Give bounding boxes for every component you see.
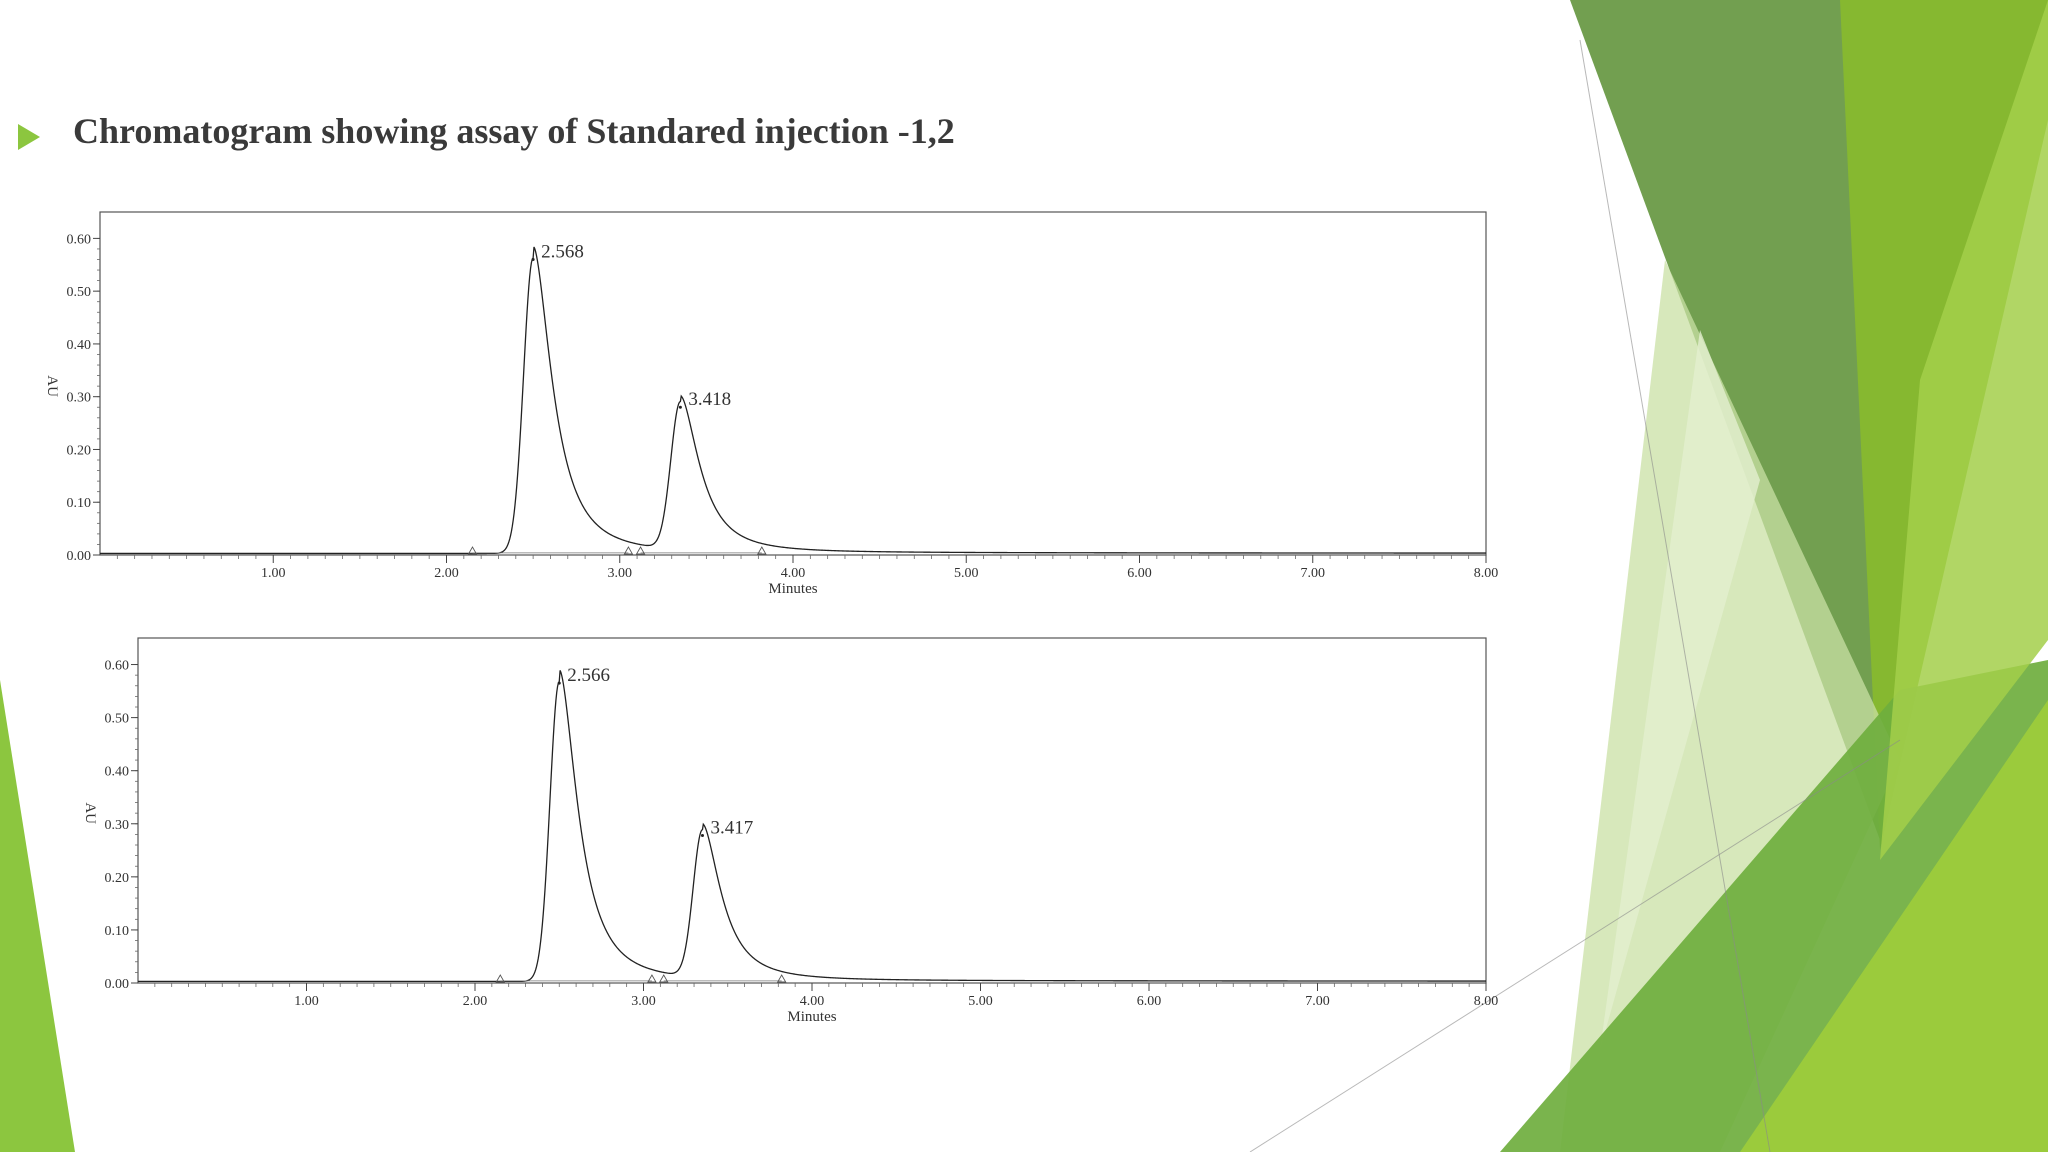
x-tick-label: 7.00 bbox=[1301, 566, 1326, 581]
y-tick-label: 0.40 bbox=[105, 765, 130, 780]
plot-frame bbox=[99, 211, 1487, 556]
x-axis-title: Minutes bbox=[787, 1009, 836, 1025]
peak-label: 2.566 bbox=[567, 665, 610, 686]
deco-thin-line-2 bbox=[1249, 739, 1901, 1152]
x-tick-label: 4.00 bbox=[800, 994, 825, 1009]
x-axis-title: Minutes bbox=[768, 581, 817, 597]
baseline-marker bbox=[495, 974, 506, 983]
y-tick-label: 0.00 bbox=[105, 977, 130, 992]
x-tick-label: 5.00 bbox=[968, 994, 993, 1009]
deco-pale-facet bbox=[1600, 330, 1760, 1050]
chromatogram-1-svg: 1.00 2.00 3.00 4.00 5.00 6.00 7.00 8.00 0.00 0.10… bbox=[44, 211, 1499, 597]
peak-apex-point bbox=[557, 681, 561, 685]
chromatogram-trace bbox=[138, 670, 1486, 983]
x-tick-label: 8.00 bbox=[1474, 994, 1499, 1009]
peak-label: 3.417 bbox=[710, 817, 753, 838]
chromatogram-injection-1: 1.00 2.00 3.00 4.00 5.00 6.00 7.00 8.00 0.00 0.10… bbox=[30, 200, 1510, 600]
y-tick-label: 0.50 bbox=[105, 712, 130, 727]
y-tick-label: 0.30 bbox=[105, 818, 130, 833]
deco-lime-triangle bbox=[1740, 700, 2048, 1152]
y-tick-label: 0.60 bbox=[67, 232, 92, 247]
x-tick-label: 5.00 bbox=[954, 566, 979, 581]
chromatogram-trace bbox=[100, 246, 1486, 555]
x-tick-label: 8.00 bbox=[1474, 566, 1499, 581]
y-tick-label: 0.00 bbox=[67, 549, 92, 564]
baseline-marker bbox=[647, 974, 657, 983]
y-tick-label: 0.10 bbox=[67, 496, 92, 511]
baseline-marker bbox=[757, 546, 767, 555]
peak-apex-point bbox=[678, 405, 682, 409]
x-tick-label: 2.00 bbox=[434, 566, 459, 581]
y-tick-label: 0.40 bbox=[67, 338, 92, 353]
y-tick-label: 0.20 bbox=[67, 443, 92, 458]
x-tick-label: 3.00 bbox=[608, 566, 633, 581]
slide-title: Chromatogram showing assay of Standared … bbox=[73, 111, 955, 151]
y-tick-label: 0.50 bbox=[67, 285, 92, 300]
baseline-marker bbox=[776, 974, 787, 983]
peak-apex-point bbox=[700, 833, 704, 837]
y-tick-label: 0.60 bbox=[105, 659, 130, 674]
chromatogram-2-svg: 1.00 2.00 3.00 4.00 5.00 6.00 7.00 8.00 0.00 0.10… bbox=[82, 637, 1499, 1025]
x-tick-label: 6.00 bbox=[1137, 994, 1162, 1009]
peak-apex-point bbox=[531, 257, 535, 261]
peak-label: 3.418 bbox=[688, 389, 731, 410]
peak-label: 2.568 bbox=[541, 241, 584, 262]
baseline-marker bbox=[635, 546, 646, 555]
baseline-marker bbox=[623, 546, 634, 555]
x-tick-label: 2.00 bbox=[463, 994, 488, 1009]
baseline-marker bbox=[467, 546, 478, 555]
y-tick-label: 0.30 bbox=[67, 391, 92, 406]
y-tick-label: 0.10 bbox=[105, 924, 130, 939]
x-tick-label: 3.00 bbox=[631, 994, 656, 1009]
y-tick-label: 0.20 bbox=[105, 871, 130, 886]
deco-right-lime-facet bbox=[1880, 0, 2048, 860]
deco-left-green-sliver bbox=[0, 680, 75, 1152]
baseline-marker bbox=[658, 974, 669, 983]
y-axis-title: AU bbox=[44, 375, 60, 397]
y-axis-title: AU bbox=[82, 802, 98, 824]
x-tick-label: 4.00 bbox=[781, 566, 806, 581]
triangle-bullet-icon bbox=[18, 124, 40, 150]
x-tick-label: 7.00 bbox=[1305, 994, 1330, 1009]
chromatogram-injection-2: 1.00 2.00 3.00 4.00 5.00 6.00 7.00 8.00 0.00 0.10… bbox=[70, 628, 1510, 1028]
x-tick-label: 1.00 bbox=[294, 994, 319, 1009]
plot-frame bbox=[137, 637, 1487, 984]
x-tick-label: 6.00 bbox=[1127, 566, 1152, 581]
deco-thin-line-1 bbox=[1579, 39, 1771, 1152]
x-tick-label: 1.00 bbox=[261, 566, 286, 581]
